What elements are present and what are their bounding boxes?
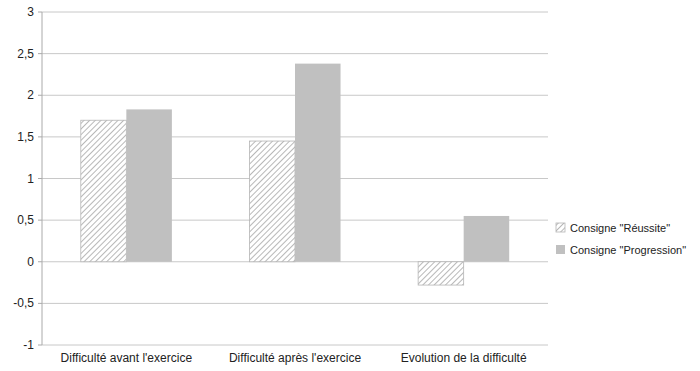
tick-label: 0,5: [17, 213, 34, 227]
category-label: Evolution de la difficulté: [401, 351, 527, 365]
bar: [126, 109, 172, 261]
bar: [81, 120, 127, 262]
grid-line: [42, 345, 548, 346]
tick-mark: [38, 53, 42, 54]
bar: [295, 64, 341, 262]
grid-line: [42, 12, 548, 13]
category-label: Difficulté avant l'exercice: [61, 351, 193, 365]
tick-mark: [38, 95, 42, 96]
tick-mark: [38, 303, 42, 304]
legend-swatch: [556, 223, 565, 232]
tick-label: 2,5: [17, 47, 34, 61]
bar: [418, 262, 464, 285]
grid-line: [42, 303, 548, 304]
tick-mark: [38, 345, 42, 346]
tick-mark: [38, 136, 42, 137]
y-axis: [42, 12, 43, 345]
tick-mark: [38, 12, 42, 13]
tick-mark: [38, 220, 42, 221]
bar: [249, 141, 295, 262]
legend: Consigne "Réussite" Consigne "Progression…: [556, 222, 686, 256]
chart: -1 -0,5 0 0,5 1 1,5 2 2,5 3 Difficulté avant l'ex…: [0, 0, 700, 371]
tick-label: -1: [23, 338, 34, 352]
tick-label: -0,5: [13, 296, 34, 310]
tick-mark: [38, 178, 42, 179]
bars: [81, 64, 509, 285]
tick-label: 2: [27, 88, 34, 102]
tick-mark: [38, 261, 42, 262]
tick-label: 3: [27, 5, 34, 19]
category-label: Difficulté après l'exercice: [229, 351, 361, 365]
grid-line: [42, 53, 548, 54]
legend-label: Consigne "Progression": [570, 244, 686, 256]
tick-label: 0: [27, 255, 34, 269]
tick-label: 1,5: [17, 130, 34, 144]
legend-label: Consigne "Réussite": [570, 222, 670, 234]
legend-swatch: [556, 245, 565, 254]
tick-label: 1: [27, 172, 34, 186]
bar: [464, 216, 510, 262]
